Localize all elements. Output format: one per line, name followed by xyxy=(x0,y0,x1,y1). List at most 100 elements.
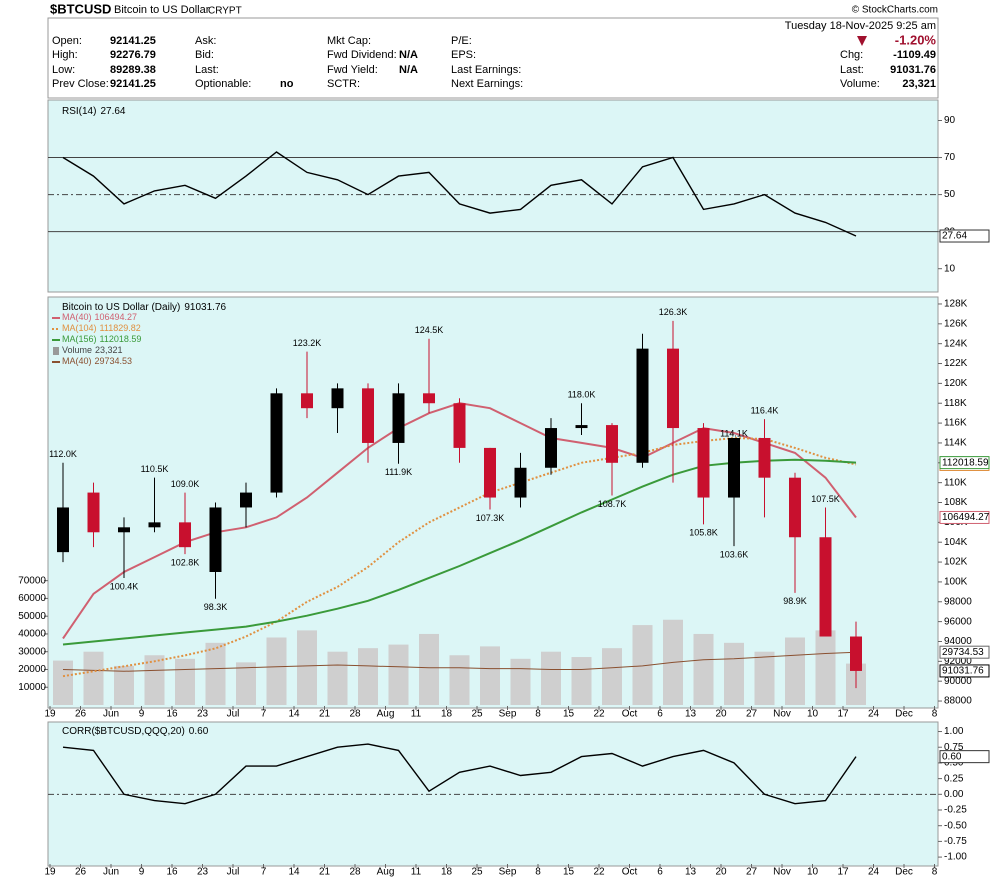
candle-body xyxy=(850,636,862,671)
value-box-label: 106494.27 xyxy=(942,512,990,523)
legend-name: MA(104) xyxy=(62,323,97,333)
volume-bar xyxy=(815,630,836,705)
y-tick-label: 94000 xyxy=(944,636,972,647)
y-tick-label: 0.25 xyxy=(944,773,964,784)
candle-body xyxy=(209,507,222,572)
value-box-label: 91031.76 xyxy=(942,666,984,677)
volume-bar xyxy=(541,651,561,705)
x-tick-label: 9 xyxy=(139,709,145,720)
x-tick-label: 22 xyxy=(593,867,605,878)
y-tick-label: 0.00 xyxy=(944,789,964,800)
x-tick-label: 14 xyxy=(288,709,300,720)
y-tick-label: 116K xyxy=(944,418,967,429)
field-label: Last: xyxy=(195,64,219,76)
peak-label: 123.2K xyxy=(293,338,322,348)
x-tick-label: 25 xyxy=(471,867,483,878)
value-box xyxy=(939,229,990,243)
y-tick-label: 1.00 xyxy=(944,726,964,737)
candle-body xyxy=(148,522,161,528)
x-tick-label: 19 xyxy=(44,867,56,878)
value-box xyxy=(939,456,990,470)
legend: MA(104) 111829.82 xyxy=(62,323,141,333)
y-tick-label: 102K xyxy=(944,557,968,568)
volume-bar xyxy=(724,642,744,705)
x-tick-label: 21 xyxy=(319,709,331,720)
candle-body xyxy=(118,527,130,533)
volume-bar xyxy=(175,658,195,705)
symbol-name: Bitcoin to US Dollar xyxy=(114,4,210,16)
legend-value: 111829.82 xyxy=(100,323,141,333)
x-tick-label: 6 xyxy=(657,867,663,878)
y-tick-label: 90000 xyxy=(944,676,972,687)
peak-label: 107.3K xyxy=(476,513,505,523)
field-value: 91031.76 xyxy=(890,64,936,76)
x-tick-label: 23 xyxy=(197,867,209,878)
candle-body xyxy=(87,492,100,533)
volume-bar xyxy=(236,662,256,705)
y-tick-label: 60000 xyxy=(18,593,46,604)
x-tick-label: 8 xyxy=(535,709,541,720)
indicator-line xyxy=(62,743,857,805)
y-tick-label: 118K xyxy=(944,398,967,409)
volume-bar xyxy=(327,651,348,705)
x-tick-label: 7 xyxy=(261,709,267,720)
legend-name: CORR($BTCUSD,QQQ,20) xyxy=(62,726,185,737)
y-tick-label: 98000 xyxy=(944,596,972,607)
candle-body xyxy=(392,393,405,443)
indicator-line xyxy=(62,151,857,237)
x-tick-label: 24 xyxy=(868,867,880,878)
field-label: EPS: xyxy=(451,49,476,61)
peak-label: 111.9K xyxy=(385,467,412,477)
x-tick-label: 23 xyxy=(197,709,209,720)
field-label: Bid: xyxy=(195,49,214,61)
y-tick-label: 10 xyxy=(944,263,956,274)
field-label: Ask: xyxy=(195,35,216,47)
x-tick-label: 6 xyxy=(657,709,663,720)
moving-average xyxy=(62,458,857,646)
symbol: $BTCUSD xyxy=(50,1,111,16)
x-tick-label: 26 xyxy=(75,867,87,878)
y-tick-label: 92000 xyxy=(944,656,972,667)
candle-body xyxy=(789,477,801,538)
candle-body xyxy=(484,447,496,498)
volume-bar xyxy=(693,633,714,705)
down-arrow xyxy=(857,36,867,46)
x-tick-label: 15 xyxy=(563,867,575,878)
x-tick-label: 17 xyxy=(837,867,849,878)
candle-body xyxy=(270,393,283,493)
peak-label: 98.9K xyxy=(783,596,807,606)
x-tick-label: 8 xyxy=(932,709,938,720)
y-tick-label: 50 xyxy=(944,189,956,200)
legend-name: MA(40) xyxy=(62,356,92,366)
moving-average xyxy=(62,436,857,678)
y-tick-label: 126K xyxy=(944,318,968,329)
peak-label: 112.0K xyxy=(49,449,77,459)
legend: MA(156) 112018.59 xyxy=(62,334,141,344)
x-tick-label: 13 xyxy=(685,709,697,720)
field-label: P/E: xyxy=(451,35,472,47)
y-tick-label: 108K xyxy=(944,497,968,508)
value-box xyxy=(939,664,990,678)
y-tick-label: 120K xyxy=(944,378,968,389)
legend: RSI(14) 27.64 xyxy=(62,106,126,117)
volume-bar xyxy=(449,655,470,705)
x-tick-label: 9 xyxy=(139,867,145,878)
legend: Bitcoin to US Dollar (Daily) 91031.76 xyxy=(62,302,227,313)
legend-value: 112018.59 xyxy=(100,334,142,344)
volume-bar xyxy=(358,648,378,705)
volume-bar xyxy=(297,630,317,705)
legend: MA(40) 106494.27 xyxy=(62,312,137,322)
x-tick-label: Dec xyxy=(895,867,913,878)
y-tick-label: 124K xyxy=(944,338,968,349)
field-value: 92276.79 xyxy=(110,49,156,61)
x-tick-label: Nov xyxy=(773,867,791,878)
header-box xyxy=(47,17,939,99)
peak-label: 108.7K xyxy=(598,499,627,509)
field-value: -1109.49 xyxy=(893,49,936,61)
peak-label: 98.3K xyxy=(204,602,228,612)
field-label: SCTR: xyxy=(327,78,360,90)
y-tick-label: 10000 xyxy=(18,682,46,693)
candle-body xyxy=(667,348,679,429)
value-box-label: 27.64 xyxy=(942,231,967,242)
legend-value: 23,321 xyxy=(95,345,123,355)
